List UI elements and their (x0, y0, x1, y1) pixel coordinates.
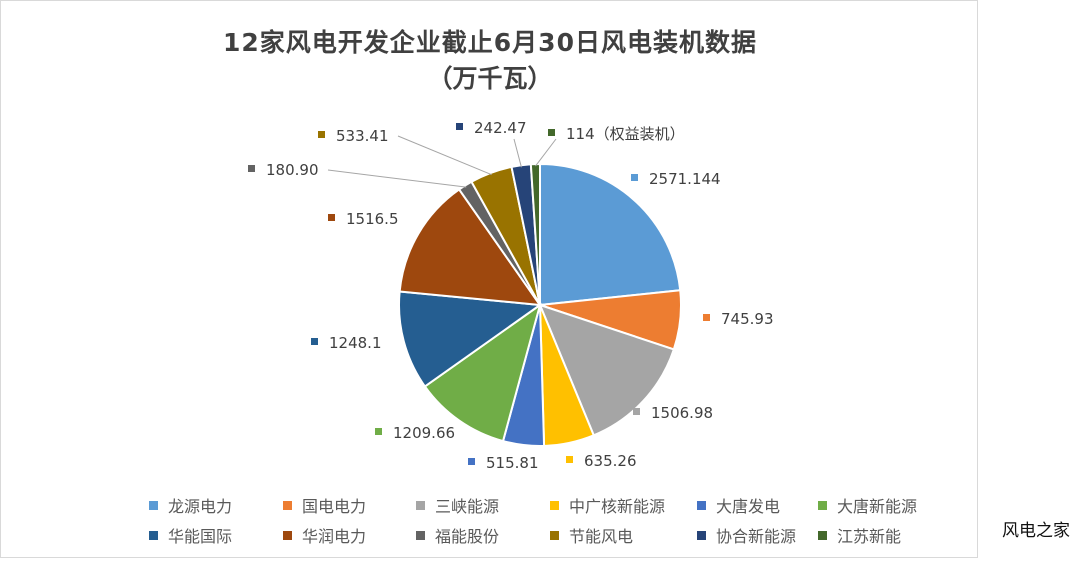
data-label: 1516.5 (346, 210, 399, 228)
legend-item: 福能股份 (416, 523, 499, 547)
legend-label: 龙源电力 (168, 497, 233, 516)
data-label-marker (318, 131, 325, 138)
data-label-marker (375, 428, 382, 435)
leader-line (397, 135, 492, 176)
data-label: 114（权益装机） (566, 125, 685, 143)
legend-swatch (149, 530, 158, 540)
data-label: 745.93 (721, 310, 774, 328)
data-label-marker (633, 408, 640, 415)
pie-slice (398, 290, 543, 388)
data-label-marker (328, 214, 335, 221)
pie-slice (538, 303, 676, 437)
legend-label: 三峡能源 (435, 497, 500, 516)
pie-slice (529, 162, 541, 306)
leader-line (513, 138, 522, 168)
data-label: 533.41 (336, 127, 389, 145)
legend-swatch (283, 530, 292, 540)
legend-item: 国电电力 (283, 493, 366, 517)
legend-label: 华润电力 (302, 527, 367, 546)
pie-slice (398, 188, 543, 307)
chart-frame: 12家风电开发企业截止6月30日风电装机数据 （万千瓦） 2571.144 745… (0, 0, 978, 558)
legend-item: 华能国际 (149, 523, 232, 547)
legend-label: 协合新能源 (716, 527, 797, 546)
legend-swatch (550, 500, 559, 510)
chart-title: 12家风电开发企业截止6月30日风电装机数据 (223, 28, 757, 57)
legend-item: 华润电力 (283, 523, 366, 547)
pie-chart: 2571.144 745.93 1506.98 635.26 515.81 1209.66… (248, 119, 774, 472)
data-label-marker (456, 123, 463, 130)
data-label: 2571.144 (649, 170, 721, 188)
data-label: 1209.66 (393, 424, 455, 442)
watermark-text: 风电之家 (1002, 521, 1070, 541)
legend-swatch (697, 500, 706, 510)
legend-item: 大唐发电 (697, 493, 780, 517)
data-label: 515.81 (486, 454, 539, 472)
legend-swatch (550, 530, 559, 540)
leader-line (327, 169, 467, 188)
legend-label: 大唐新能源 (837, 497, 918, 516)
data-label: 242.47 (474, 119, 527, 137)
data-label: 180.90 (266, 161, 319, 179)
leader-line (535, 138, 557, 167)
legend-label: 国电电力 (302, 497, 367, 516)
chart-subtitle: （万千瓦） (427, 64, 553, 93)
legend-label: 江苏新能 (837, 527, 902, 546)
legend-item: 协合新能源 (697, 523, 796, 547)
legend-swatch (149, 500, 158, 510)
legend-item: 龙源电力 (149, 493, 232, 517)
data-label-marker (566, 456, 573, 463)
legend-label: 华能国际 (168, 527, 233, 546)
data-label: 635.26 (584, 452, 637, 470)
data-label-marker (631, 174, 638, 181)
legend-swatch (283, 500, 292, 510)
legend-swatch (416, 500, 425, 510)
data-label-marker (248, 165, 255, 172)
legend-item: 江苏新能 (818, 523, 901, 547)
data-label: 1248.1 (329, 334, 382, 352)
legend-label: 大唐发电 (716, 497, 781, 516)
data-label-marker (548, 129, 555, 136)
data-label-marker (703, 314, 710, 321)
legend-item: 三峡能源 (416, 493, 499, 517)
legend-swatch (818, 530, 827, 540)
legend-item: 节能风电 (550, 523, 633, 547)
legend-label: 节能风电 (569, 527, 634, 546)
data-label-marker (311, 338, 318, 345)
legend-label: 福能股份 (435, 527, 500, 546)
legend-swatch (697, 530, 706, 540)
legend-item: 大唐新能源 (818, 493, 917, 517)
legend-swatch (416, 530, 425, 540)
pie-slice (539, 162, 682, 307)
legend-item: 中广核新能源 (550, 493, 665, 517)
data-label-marker (468, 458, 475, 465)
legend-label: 中广核新能源 (569, 497, 666, 516)
pie-slice (423, 302, 542, 443)
legend-swatch (818, 500, 827, 510)
data-label: 1506.98 (651, 404, 713, 422)
